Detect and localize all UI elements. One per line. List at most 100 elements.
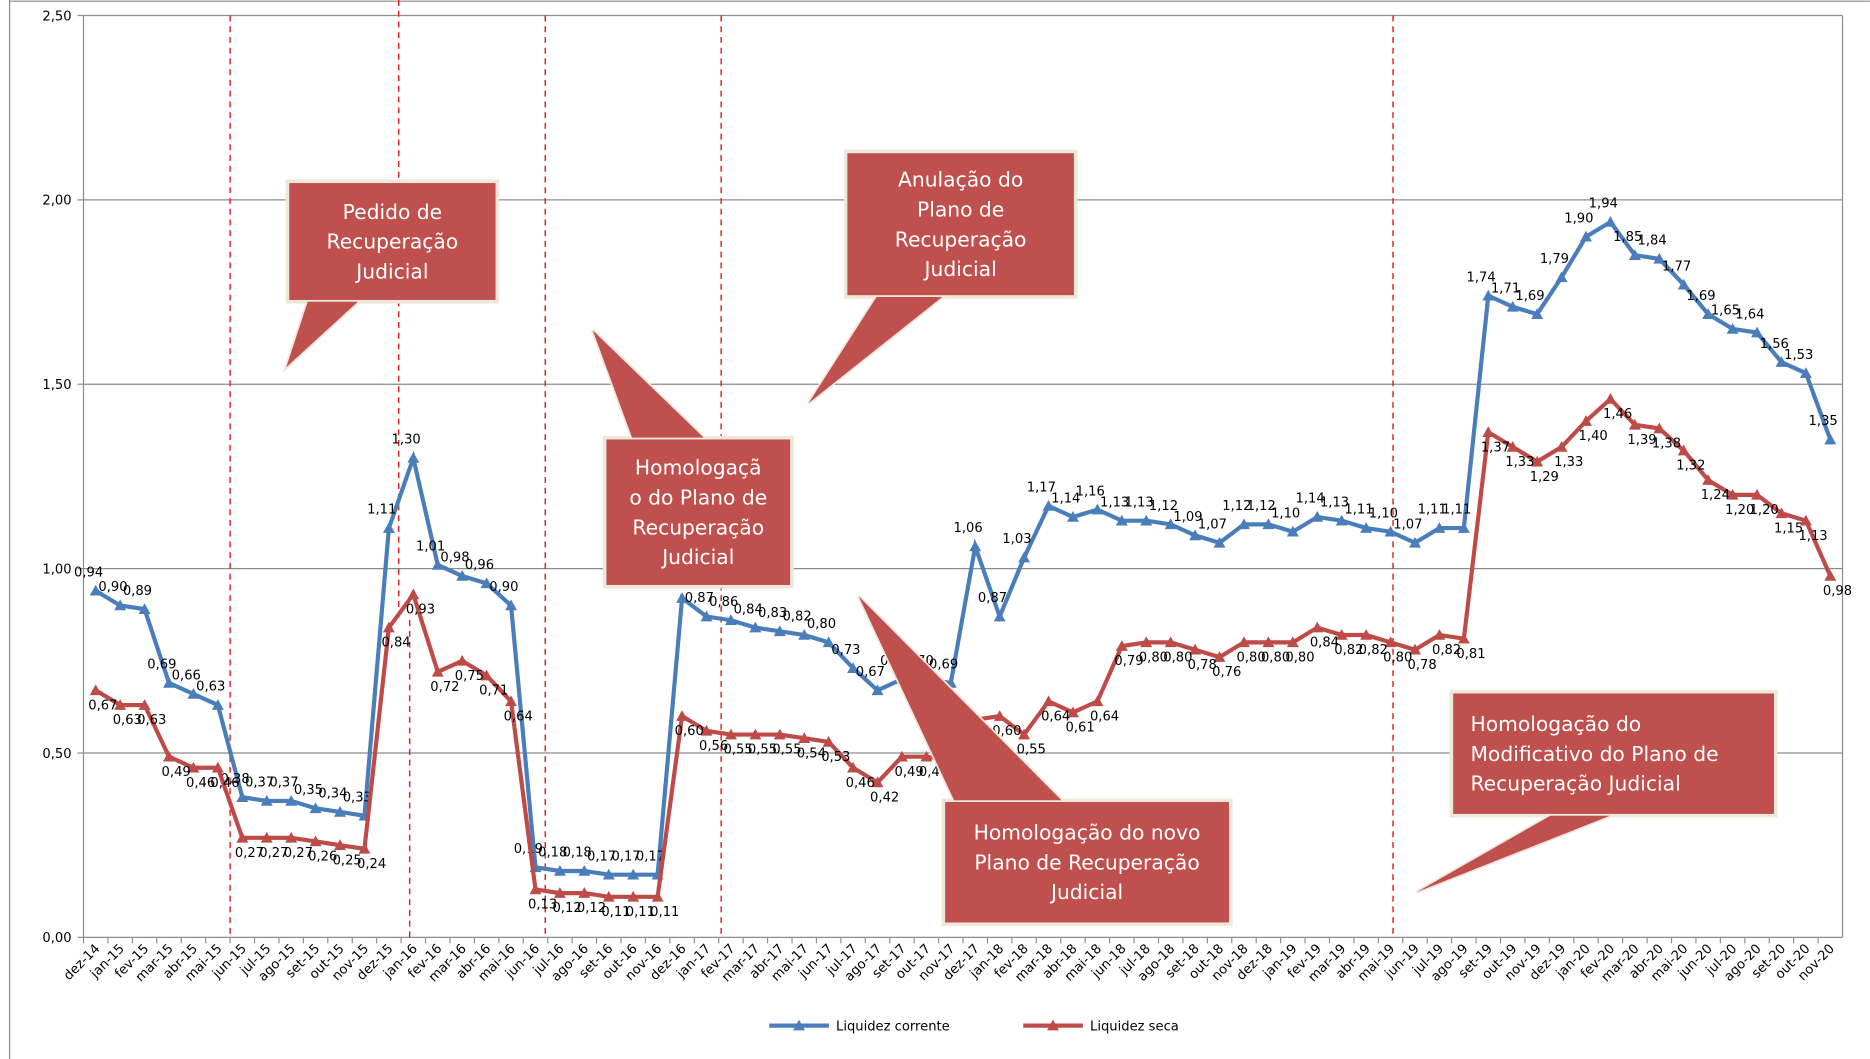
y-tick-label: 0,00 bbox=[42, 931, 71, 946]
marker bbox=[871, 776, 884, 788]
data-label: 0,78 bbox=[1188, 658, 1217, 673]
marker bbox=[163, 676, 175, 688]
data-label: 0,38 bbox=[221, 772, 250, 787]
data-label: 1,11 bbox=[1418, 503, 1447, 518]
legend-label: Liquidez corrente bbox=[836, 1019, 950, 1034]
marker bbox=[1213, 536, 1226, 548]
data-label: 1,53 bbox=[1784, 348, 1813, 363]
marker bbox=[602, 890, 615, 902]
data-label: 0,12 bbox=[577, 901, 606, 916]
marker bbox=[1799, 514, 1812, 526]
data-label: 1,69 bbox=[1686, 289, 1715, 304]
data-label: 1,84 bbox=[1638, 234, 1667, 249]
callout-text: Judicial bbox=[1049, 880, 1123, 904]
marker bbox=[1286, 636, 1299, 648]
data-label: 0,55 bbox=[772, 743, 801, 758]
marker bbox=[1335, 514, 1348, 526]
data-label: 1,38 bbox=[1652, 437, 1681, 452]
data-label: 0,73 bbox=[831, 643, 860, 658]
marker bbox=[1213, 651, 1226, 662]
marker bbox=[1433, 629, 1446, 640]
data-label: 1,65 bbox=[1711, 304, 1740, 319]
marker bbox=[1604, 393, 1617, 404]
data-label: 0,64 bbox=[504, 709, 533, 724]
marker bbox=[431, 665, 444, 677]
data-label: 0,56 bbox=[699, 739, 728, 754]
marker bbox=[211, 761, 224, 773]
data-label: 1,14 bbox=[1296, 492, 1325, 507]
marker bbox=[1384, 636, 1397, 648]
marker bbox=[1140, 514, 1153, 526]
data-label: 0,69 bbox=[147, 658, 176, 673]
data-label: 0,35 bbox=[294, 783, 323, 798]
data-label: 0,78 bbox=[1408, 658, 1437, 673]
data-label: 1,79 bbox=[1540, 252, 1569, 267]
marker bbox=[773, 728, 786, 740]
y-tick-label: 1,50 bbox=[42, 378, 71, 393]
marker bbox=[89, 584, 102, 596]
marker bbox=[1091, 503, 1104, 515]
data-label: 0,46 bbox=[846, 776, 875, 791]
callout-text: Judicial bbox=[660, 545, 734, 569]
data-label: 0,94 bbox=[74, 565, 103, 580]
data-label: 0,63 bbox=[196, 680, 225, 695]
data-label: 1,17 bbox=[1027, 481, 1056, 496]
data-label: 1,20 bbox=[1750, 503, 1779, 518]
data-label: 0,87 bbox=[978, 591, 1007, 606]
marker bbox=[1457, 632, 1470, 644]
legend-marker bbox=[793, 1019, 806, 1031]
marker bbox=[1018, 728, 1031, 740]
marker bbox=[724, 728, 737, 740]
data-label: 0,24 bbox=[357, 857, 386, 872]
marker bbox=[1775, 356, 1788, 367]
data-label: 0,61 bbox=[1066, 721, 1095, 736]
data-label: 0,84 bbox=[381, 636, 410, 651]
marker bbox=[1360, 522, 1373, 533]
marker bbox=[1286, 525, 1299, 537]
marker bbox=[407, 588, 420, 600]
data-label: 1,01 bbox=[416, 540, 445, 555]
marker bbox=[1433, 522, 1446, 533]
marker bbox=[798, 629, 811, 640]
data-label: 1,06 bbox=[953, 521, 982, 536]
data-label: 1,30 bbox=[392, 433, 421, 448]
marker bbox=[1506, 300, 1519, 312]
data-label: 1,15 bbox=[1774, 521, 1803, 536]
callout-box bbox=[1449, 689, 1778, 818]
callout-tail-join bbox=[592, 330, 704, 438]
callout-text: Recuperação bbox=[327, 230, 459, 254]
marker bbox=[138, 603, 151, 614]
data-label: 1,13 bbox=[1798, 529, 1827, 544]
data-label: 0,64 bbox=[1041, 709, 1070, 724]
marker bbox=[407, 452, 420, 463]
marker bbox=[1482, 426, 1495, 437]
marker bbox=[1506, 440, 1519, 452]
data-label: 1,35 bbox=[1809, 414, 1838, 429]
data-label: 1,40 bbox=[1579, 429, 1608, 444]
marker bbox=[505, 599, 518, 611]
marker bbox=[1653, 422, 1666, 434]
callout-box bbox=[941, 798, 1233, 927]
data-label: 0,80 bbox=[1139, 650, 1168, 665]
marker bbox=[1604, 216, 1617, 227]
marker bbox=[602, 868, 615, 880]
data-label: 0,80 bbox=[1383, 650, 1412, 665]
marker bbox=[578, 887, 591, 898]
marker bbox=[260, 831, 273, 843]
data-label: 0,80 bbox=[1261, 650, 1290, 665]
data-label: 0,46 bbox=[210, 776, 239, 791]
marker bbox=[1702, 308, 1715, 319]
data-label: 0,67 bbox=[88, 698, 117, 713]
data-label: 1,11 bbox=[367, 503, 396, 518]
marker bbox=[1164, 518, 1177, 530]
marker bbox=[700, 724, 713, 736]
data-label: 0,81 bbox=[1456, 647, 1485, 662]
data-label: 0,86 bbox=[709, 595, 738, 610]
marker bbox=[1751, 488, 1763, 500]
data-label: 0,46 bbox=[186, 776, 215, 791]
marker bbox=[871, 684, 884, 696]
marker bbox=[1531, 308, 1544, 319]
marker bbox=[529, 883, 542, 895]
marker bbox=[138, 699, 151, 710]
